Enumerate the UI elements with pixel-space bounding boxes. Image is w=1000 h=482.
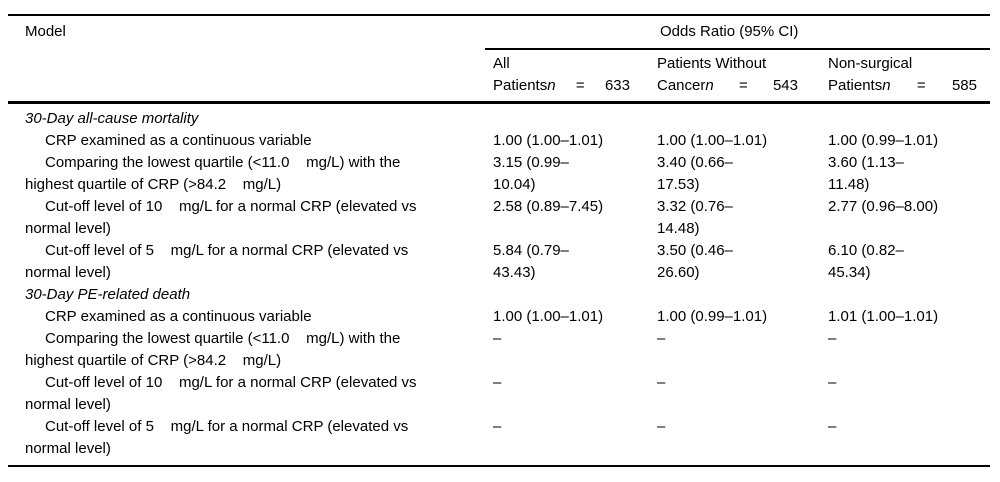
table-row: CRP examined as a continuous variable 1.… — [25, 306, 990, 328]
table-row: Comparing the lowest quartile (<11.0 mg/… — [25, 152, 990, 196]
table-row: Cut-off level of 5 mg/L for a normal CRP… — [25, 416, 990, 460]
odds-all-patients: – — [493, 374, 502, 391]
row-label: Cut-off level of 5 mg/L for a normal CRP… — [25, 242, 409, 281]
n-symbol: n — [547, 77, 556, 94]
sample-size: 543 — [772, 77, 798, 94]
odds-without-cancer: 1.00 (1.00–1.01) — [657, 132, 768, 149]
odds-non-surgical: 2.77 (0.96–8.00) — [828, 198, 939, 215]
row-label: CRP examined as a continuous variable — [45, 308, 312, 325]
odds-without-cancer: 3.50 (0.46– 26.60) — [657, 242, 733, 281]
n-symbol: n — [882, 77, 891, 94]
odds-without-cancer: 3.40 (0.66– 17.53) — [657, 154, 733, 193]
table-header-rule — [8, 101, 990, 104]
table-row: Comparing the lowest quartile (<11.0 mg/… — [25, 328, 990, 372]
odds-without-cancer: – — [657, 418, 666, 435]
odds-without-cancer: 3.32 (0.76– 14.48) — [657, 198, 733, 237]
subheader-line2: Patientsn = 585 — [828, 75, 977, 97]
table-row: Cut-off level of 5 mg/L for a normal CRP… — [25, 240, 990, 284]
table-top-rule — [8, 14, 990, 16]
odds-without-cancer: 1.00 (0.99–1.01) — [657, 308, 768, 325]
odds-ratio-spanner-rule — [485, 48, 990, 50]
odds-non-surgical: – — [828, 330, 837, 347]
equals-sign: = — [575, 77, 585, 94]
odds-all-patients: – — [493, 418, 502, 435]
odds-without-cancer: – — [657, 330, 666, 347]
odds-all-patients: 1.00 (1.00–1.01) — [493, 308, 604, 325]
subheader-line1: All — [493, 55, 510, 72]
odds-all-patients: 5.84 (0.79– 43.43) — [493, 242, 569, 281]
section-label: 30-Day all-cause mortality — [25, 110, 199, 127]
subheader-row: All Patientsn = 633 Patients Without Can… — [25, 53, 990, 97]
odds-non-surgical: 3.60 (1.13– 11.48) — [828, 154, 904, 193]
subheader-group-label: Patientsn — [493, 77, 556, 94]
section-label: 30-Day PE-related death — [25, 286, 191, 303]
row-label: Comparing the lowest quartile (<11.0 mg/… — [25, 330, 401, 369]
subheader-line1: Non-surgical — [828, 55, 913, 72]
n-symbol: n — [705, 77, 714, 94]
subheader-group-label: Patientsn — [828, 77, 891, 94]
table-row: Cut-off level of 10 mg/L for a normal CR… — [25, 372, 990, 416]
row-label: Cut-off level of 5 mg/L for a normal CRP… — [25, 418, 409, 457]
sample-size: 585 — [951, 77, 977, 94]
row-label: Cut-off level of 10 mg/L for a normal CR… — [25, 374, 417, 413]
equals-sign: = — [916, 77, 926, 94]
odds-all-patients: 2.58 (0.89–7.45) — [493, 198, 604, 215]
section-row-pe-related-death: 30-Day PE-related death — [25, 284, 990, 306]
subheader-all-patients: All Patientsn = 633 — [493, 53, 657, 97]
sample-size: 633 — [604, 77, 630, 94]
equals-sign: = — [738, 77, 748, 94]
subheader-patients-without-cancer: Patients Without Cancern = 543 — [657, 53, 828, 97]
column-header-model: Model — [25, 23, 66, 40]
subheader-line1: Patients Without — [657, 55, 767, 72]
subheader-spacer — [25, 53, 493, 97]
column-header-odds-ratio: Odds Ratio (95% CI) — [660, 23, 799, 40]
section-row-all-cause-mortality: 30-Day all-cause mortality — [25, 108, 990, 130]
row-label: CRP examined as a continuous variable — [45, 132, 312, 149]
odds-all-patients: – — [493, 330, 502, 347]
odds-without-cancer: – — [657, 374, 666, 391]
odds-non-surgical: 1.01 (1.00–1.01) — [828, 308, 939, 325]
subheader-line2: Cancern = 543 — [657, 75, 798, 97]
table-row: Cut-off level of 10 mg/L for a normal CR… — [25, 196, 990, 240]
odds-all-patients: 1.00 (1.00–1.01) — [493, 132, 604, 149]
row-label: Cut-off level of 10 mg/L for a normal CR… — [25, 198, 417, 237]
odds-non-surgical: 1.00 (0.99–1.01) — [828, 132, 939, 149]
row-label: Comparing the lowest quartile (<11.0 mg/… — [25, 154, 401, 193]
subheader-line2: Patientsn = 633 — [493, 75, 630, 97]
subheader-group-label: Cancern — [657, 77, 714, 94]
subheader-non-surgical: Non-surgical Patientsn = 585 — [828, 53, 990, 97]
odds-non-surgical: – — [828, 374, 837, 391]
table-bottom-rule — [8, 465, 990, 467]
odds-all-patients: 3.15 (0.99– 10.04) — [493, 154, 569, 193]
table-row: CRP examined as a continuous variable 1.… — [25, 130, 990, 152]
odds-non-surgical: 6.10 (0.82– 45.34) — [828, 242, 904, 281]
table-body: 30-Day all-cause mortality CRP examined … — [25, 108, 990, 460]
odds-non-surgical: – — [828, 418, 837, 435]
